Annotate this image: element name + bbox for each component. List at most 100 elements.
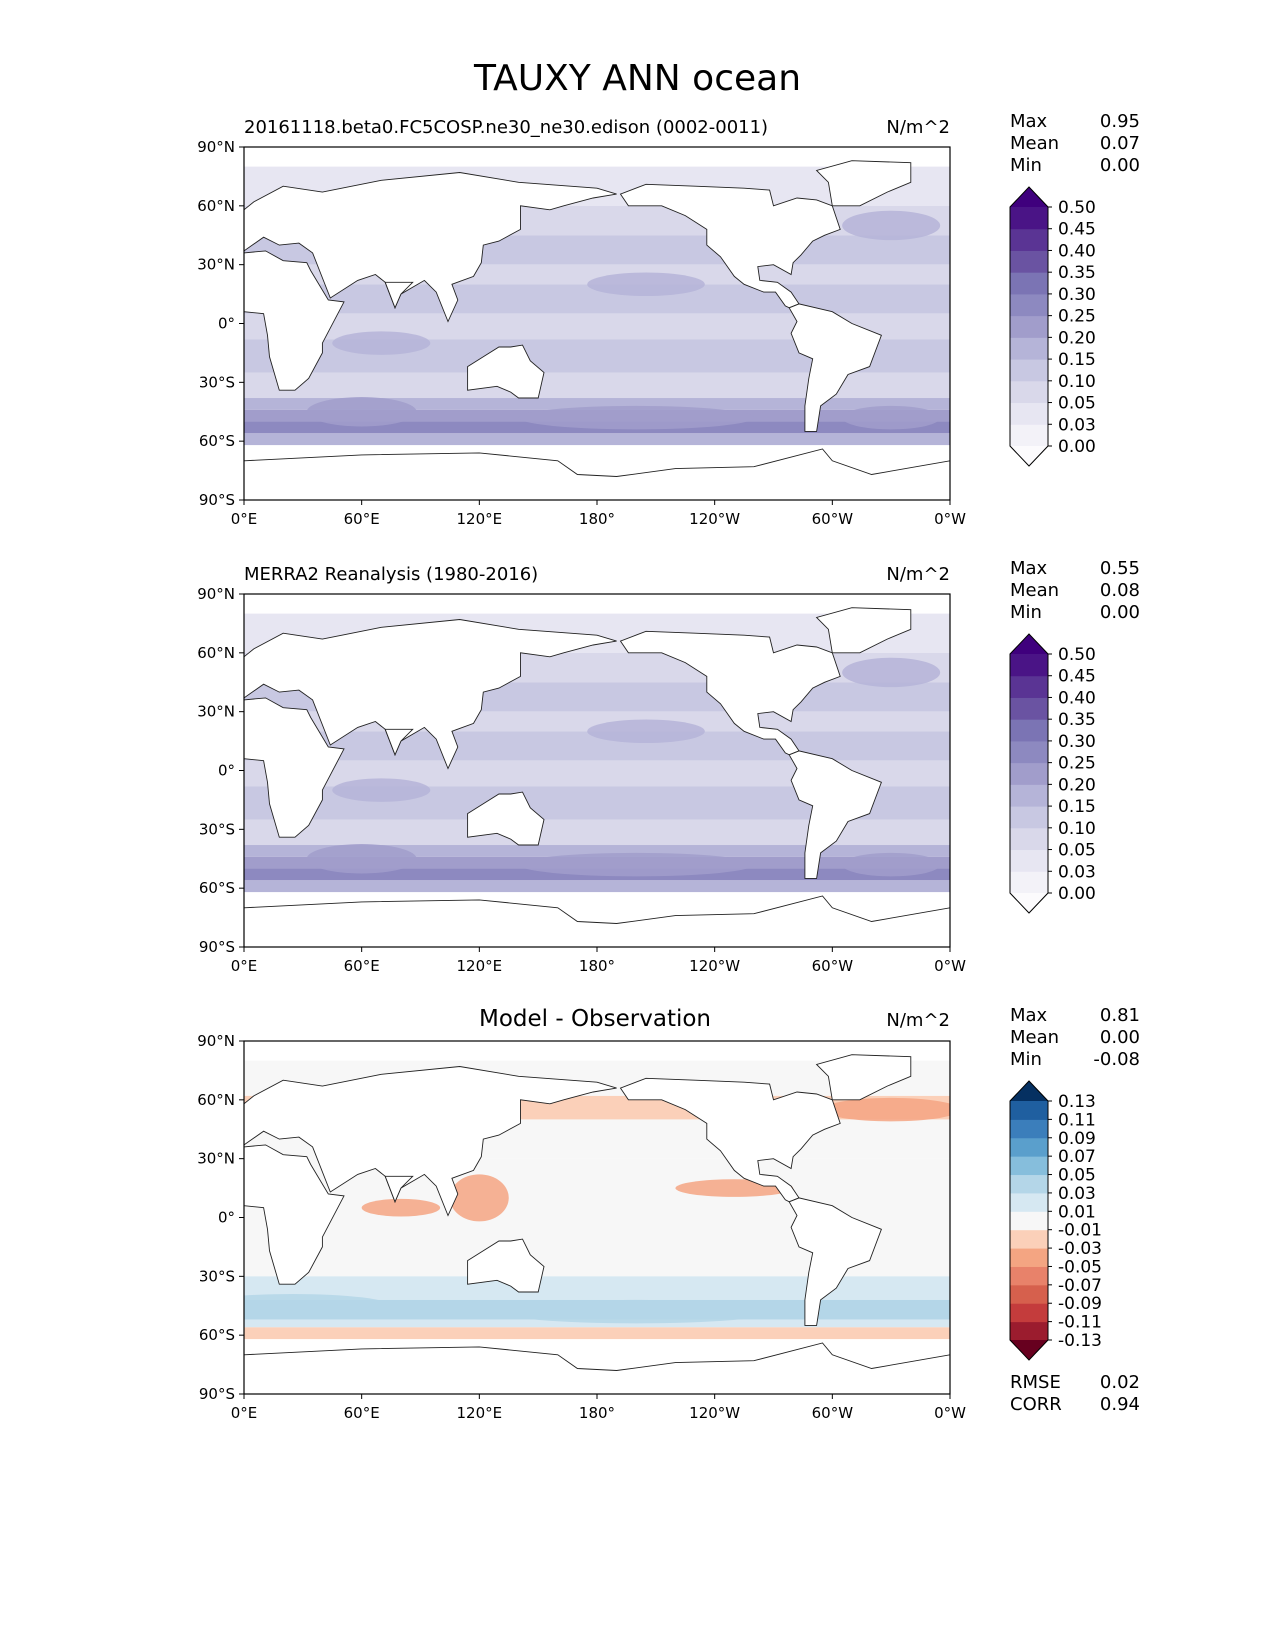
x-tick-label: 0°W — [934, 510, 966, 528]
coastline-north-america — [619, 183, 841, 309]
colorbar-label: 0.10 — [1058, 372, 1096, 392]
colorbar-diff: -0.13-0.11-0.09-0.07-0.05-0.03-0.010.010… — [1009, 1080, 1102, 1361]
field-blob — [361, 1198, 441, 1217]
y-tick-label: 30°N — [197, 703, 235, 721]
stat-mean-label: Mean — [1010, 580, 1060, 601]
panel-units-obs: N/m^2 — [886, 564, 950, 585]
coastline-india-bay — [384, 728, 414, 756]
colorbar-label: -0.07 — [1058, 1276, 1102, 1296]
colorbar-obs: 0.000.030.050.100.150.200.250.300.350.40… — [1009, 633, 1096, 914]
field-band — [244, 880, 950, 893]
field-blob — [498, 1299, 774, 1324]
x-tick-label: 120°E — [457, 510, 503, 528]
colorbar-segment — [1010, 1211, 1048, 1231]
colorbar-label: 0.05 — [1058, 394, 1096, 414]
y-tick-label: 90°N — [197, 138, 235, 156]
coastline-south-america — [788, 1197, 882, 1326]
colorbar-label: -0.05 — [1058, 1257, 1102, 1277]
stat-max-label: Max — [1010, 558, 1048, 579]
colorbar-segment — [1010, 1156, 1048, 1176]
colorbar-label: 0.13 — [1058, 1092, 1096, 1112]
coastline-antarctica — [244, 1342, 950, 1394]
colorbar-segment — [1010, 1229, 1048, 1249]
colorbar-segment — [1010, 784, 1048, 807]
colorbar-segment — [1010, 762, 1048, 785]
y-tick-label: 60°N — [197, 1091, 235, 1109]
colorbar-label: 0.25 — [1058, 754, 1096, 774]
field-blob — [822, 1097, 950, 1122]
x-tick-label: 60°W — [812, 1404, 854, 1422]
field-blob — [306, 397, 417, 427]
map-panel-diff: 0°E 60°E 120°E 180° 120°W 60°W 0°W 90°N 60°N 30°N… — [197, 1032, 966, 1422]
coastline-africa — [244, 1144, 345, 1285]
rmse-value: 0.02 — [1099, 1372, 1140, 1393]
coastline-africa — [244, 250, 345, 391]
colorbar-label: 0.15 — [1058, 797, 1096, 817]
colorbar-label: 0.10 — [1058, 819, 1096, 839]
field-blob — [842, 405, 941, 430]
x-tick-label: 60°E — [344, 1404, 380, 1422]
stat-mean-value: 0.07 — [1099, 133, 1140, 154]
colorbar-extend-min — [1010, 446, 1048, 466]
coastline-india-bay — [384, 1175, 414, 1203]
coastline-south-america — [788, 303, 882, 432]
coastline-greenland — [815, 1054, 912, 1101]
coastline-india-bay — [384, 281, 414, 309]
colorbar-segment — [1010, 315, 1048, 338]
colorbar-label: -0.09 — [1058, 1294, 1102, 1314]
colorbar-segment — [1010, 1192, 1048, 1212]
coastline-australia — [467, 1238, 545, 1293]
colorbar-segment — [1010, 806, 1048, 829]
colorbar-segment — [1010, 1303, 1048, 1323]
colorbar-segment — [1010, 1321, 1048, 1341]
colorbar-label: -0.01 — [1058, 1221, 1102, 1241]
field-blob — [842, 657, 941, 688]
field-band — [244, 433, 950, 446]
colorbar-segment — [1010, 1137, 1048, 1157]
colorbar-extend-max — [1010, 634, 1048, 654]
colorbar-label: 0.50 — [1058, 645, 1096, 665]
y-tick-label: 90°N — [197, 1032, 235, 1050]
colorbar-segment — [1010, 1101, 1048, 1120]
coastline-antarctica — [244, 448, 950, 500]
colorbar-label: 0.45 — [1058, 667, 1096, 687]
coastline-north-america — [619, 1077, 841, 1203]
coastline-greenland — [815, 607, 912, 654]
colorbar-segment — [1010, 827, 1048, 851]
stat-mean-value: 0.00 — [1099, 1027, 1140, 1048]
colorbar-segment — [1010, 272, 1048, 295]
x-tick-label: 60°W — [812, 510, 854, 528]
stat-max-value: 0.81 — [1099, 1005, 1140, 1026]
colorbar-label: 0.30 — [1058, 285, 1096, 305]
coastline-antarctica — [244, 895, 950, 947]
panel-title-model: 20161118.beta0.FC5COSP.ne30_ne30.edison … — [244, 117, 769, 138]
coastline-north-america — [619, 630, 841, 756]
panel-units-model: N/m^2 — [886, 117, 950, 138]
field-band — [244, 1319, 950, 1328]
y-tick-label: 30°S — [199, 820, 235, 838]
map-field — [244, 1041, 950, 1394]
y-tick-label: 0° — [218, 1209, 235, 1227]
stat-min-label: Min — [1010, 155, 1042, 176]
colorbar-segment — [1010, 654, 1048, 677]
colorbar-label: 0.25 — [1058, 307, 1096, 327]
x-tick-label: 0°W — [934, 957, 966, 975]
y-tick-label: 90°N — [197, 585, 235, 603]
rmse-label: RMSE — [1010, 1372, 1061, 1393]
colorbar-label: 0.03 — [1058, 862, 1096, 882]
x-tick-label: 0°W — [934, 1404, 966, 1422]
coastline-australia — [467, 791, 545, 846]
coastline-australia — [467, 344, 545, 399]
colorbar-segment — [1010, 337, 1048, 360]
colorbar-label: 0.00 — [1058, 884, 1096, 904]
y-tick-label: 0° — [218, 315, 235, 333]
colorbar-label: 0.35 — [1058, 263, 1096, 283]
y-tick-label: 60°S — [199, 1326, 235, 1344]
y-tick-label: 60°N — [197, 644, 235, 662]
colorbar-label: 0.11 — [1058, 1110, 1096, 1130]
map-panel-obs: 0°E 60°E 120°E 180° 120°W 60°W 0°W 90°N 60°N 30°N… — [197, 585, 966, 975]
field-blob — [587, 719, 705, 744]
colorbar-segment — [1010, 1248, 1048, 1267]
colorbar-label: 0.05 — [1058, 1166, 1096, 1186]
y-tick-label: 90°S — [199, 1385, 235, 1403]
